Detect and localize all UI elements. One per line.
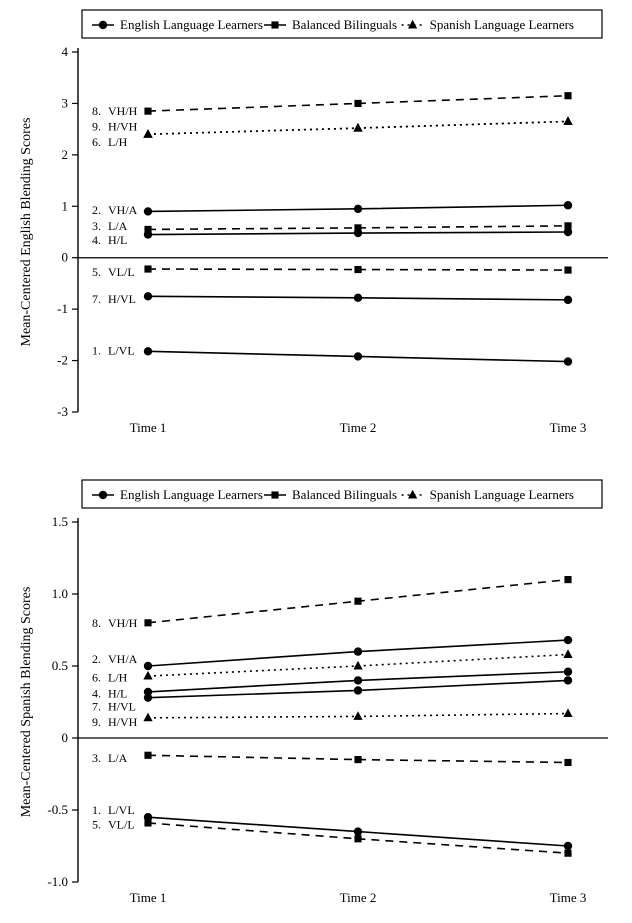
series-label-num: 8. — [92, 104, 101, 118]
series-label-code: VH/H — [108, 616, 138, 630]
y-tick-label: 1 — [62, 198, 69, 213]
series-label-num: 2. — [92, 203, 101, 217]
y-tick-label: 0.5 — [52, 658, 68, 673]
y-axis-label: Mean-Centered Spanish Blending Scores — [19, 587, 34, 818]
legend-item-label: English Language Learners — [120, 487, 263, 502]
x-tick-label: Time 3 — [550, 420, 587, 435]
y-axis-label: Mean-Centered English Blending Scores — [19, 117, 34, 346]
series-label-num: 8. — [92, 616, 101, 630]
y-tick-label: -3 — [57, 404, 68, 419]
y-tick-label: 1.0 — [52, 586, 68, 601]
legend-item-label: English Language Learners — [120, 17, 263, 32]
y-tick-label: 2 — [62, 147, 69, 162]
spanish-panel: English Language Learners Balanced Biling… — [0, 470, 632, 920]
chart-svg: English Language Learners Balanced Biling… — [0, 0, 632, 440]
series-label-code: VL/L — [108, 817, 135, 831]
x-tick-label: Time 1 — [130, 890, 167, 905]
series-label-num: 9. — [92, 120, 101, 134]
series-label-num: 1. — [92, 343, 101, 357]
series-label-code: H/VH — [108, 715, 138, 729]
series-label-code: L/H — [108, 135, 128, 149]
series-label-code: L/A — [108, 751, 128, 765]
y-tick-label: 4 — [62, 44, 69, 59]
series-label-num: 9. — [92, 715, 101, 729]
y-tick-label: 3 — [62, 95, 69, 110]
english-panel: English Language Learners Balanced Biling… — [0, 0, 632, 450]
series-label-code: H/VH — [108, 120, 138, 134]
y-tick-label: -1 — [57, 301, 68, 316]
figure-page: English Language Learners Balanced Biling… — [0, 0, 632, 923]
series-label-num: 7. — [92, 699, 101, 713]
series-label-num: 6. — [92, 135, 101, 149]
series-label-num: 3. — [92, 751, 101, 765]
y-tick-label: 0 — [62, 250, 69, 265]
legend-item-label: Balanced Bilinguals — [292, 487, 397, 502]
y-tick-label: -2 — [57, 353, 68, 368]
series-label-code: VH/A — [108, 652, 138, 666]
series-label-num: 4. — [92, 233, 101, 247]
series-label-code: H/VL — [108, 292, 136, 306]
chart-svg: English Language Learners Balanced Biling… — [0, 470, 632, 910]
series-label-num: 5. — [92, 265, 101, 279]
y-tick-label: -0.5 — [47, 802, 68, 817]
series-label-code: VH/H — [108, 104, 138, 118]
series-label-code: L/H — [108, 671, 128, 685]
series-label-code: VH/A — [108, 203, 138, 217]
series-label-code: L/VL — [108, 343, 135, 357]
x-tick-label: Time 2 — [340, 420, 377, 435]
series-label-code: H/VL — [108, 699, 136, 713]
series-label-num: 3. — [92, 219, 101, 233]
series-label-code: H/L — [108, 686, 127, 700]
series-label-num: 5. — [92, 817, 101, 831]
legend-item-label: Spanish Language Learners — [430, 17, 574, 32]
series-label-num: 1. — [92, 803, 101, 817]
legend-item-label: Balanced Bilinguals — [292, 17, 397, 32]
series-label-code: L/A — [108, 219, 128, 233]
series-label-code: H/L — [108, 233, 127, 247]
y-tick-label: -1.0 — [47, 874, 68, 889]
series-label-code: VL/L — [108, 265, 135, 279]
series-label-code: L/VL — [108, 803, 135, 817]
series-label-num: 7. — [92, 292, 101, 306]
series-label-num: 6. — [92, 671, 101, 685]
series-label-num: 4. — [92, 686, 101, 700]
x-tick-label: Time 2 — [340, 890, 377, 905]
series-label-num: 2. — [92, 652, 101, 666]
x-tick-label: Time 3 — [550, 890, 587, 905]
legend-item-label: Spanish Language Learners — [430, 487, 574, 502]
y-tick-label: 0 — [62, 730, 69, 745]
x-tick-label: Time 1 — [130, 420, 167, 435]
y-tick-label: 1.5 — [52, 514, 68, 529]
